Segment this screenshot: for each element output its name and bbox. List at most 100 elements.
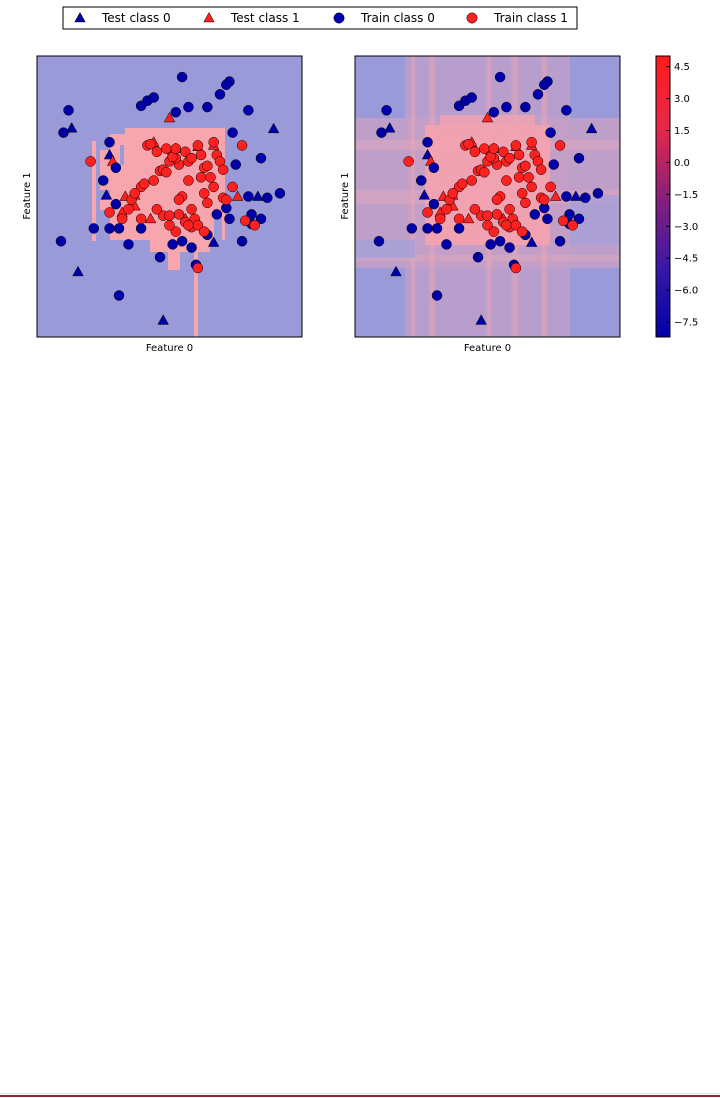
data-point-circle [520, 101, 531, 113]
data-point-circle [428, 162, 440, 174]
data-point-triangle [65, 122, 78, 133]
data-point-circle [135, 213, 147, 225]
data-point-circle [262, 192, 273, 204]
data-point-triangle [418, 189, 431, 200]
data-point-circle [510, 140, 522, 151]
data-point-circle [526, 136, 537, 148]
data-point-circle [485, 239, 496, 250]
data-point-circle [110, 198, 122, 210]
data-point-circle [466, 175, 477, 186]
data-point-circle [376, 127, 387, 138]
data-point-circle [539, 79, 550, 90]
data-point-circle [230, 159, 241, 170]
data-point-circle [428, 198, 440, 210]
data-point-circle [510, 262, 522, 274]
data-point-circle [504, 242, 515, 253]
data-point-circle [173, 194, 185, 205]
data-point-circle [494, 235, 506, 247]
data-point-circle [510, 219, 522, 231]
colorbar-tick-label: −3.0 [674, 222, 698, 233]
legend-label: Test class 1 [230, 11, 300, 25]
region-class1 [194, 250, 198, 337]
function-band-horizontal [355, 255, 620, 261]
left-axes-frame [36, 55, 303, 338]
legend-marker-triangle-icon [203, 11, 215, 23]
data-point-circle [422, 207, 433, 218]
left-x-axis-label: Feature 0 [146, 343, 193, 354]
data-point-circle [469, 146, 481, 158]
data-point-circle [180, 146, 191, 158]
region-class0 [120, 145, 124, 165]
data-point-circle [498, 146, 509, 158]
region-class1 [125, 128, 225, 136]
data-point-circle [151, 146, 163, 158]
data-point-circle [453, 223, 465, 234]
function-band-vertical [410, 56, 416, 337]
data-point-circle [557, 215, 569, 227]
data-point-circle [161, 166, 172, 178]
data-point-circle [202, 160, 213, 172]
data-point-circle [545, 181, 556, 193]
data-point-circle [422, 223, 433, 234]
data-point-circle [457, 178, 468, 189]
data-point-circle [535, 164, 547, 175]
data-point-circle [192, 262, 204, 274]
data-point-circle [255, 152, 267, 164]
colorbar-tick-label: 4.5 [674, 62, 690, 73]
data-point-circle [491, 194, 503, 205]
data-point-circle [472, 251, 484, 263]
left-plot: Feature 0 Feature 1 [22, 55, 303, 354]
right-x-axis-label: Feature 0 [464, 343, 511, 354]
data-point-circle [198, 226, 210, 237]
colorbar: 4.5 3.0 1.5 0.0 −1.5 −3.0 −4.5 −6.0 −7.5 [655, 55, 698, 338]
data-point-circle [198, 188, 210, 199]
data-point-circle [104, 207, 115, 218]
region-class1 [92, 141, 96, 241]
legend-label: Train class 0 [360, 11, 435, 25]
data-point-circle [548, 159, 559, 170]
data-point-circle [447, 188, 459, 199]
colorbar-gradient [655, 55, 671, 338]
data-point-circle [183, 175, 194, 186]
data-point-circle [501, 219, 512, 231]
data-point-circle [482, 219, 493, 231]
data-point-triangle [390, 265, 402, 277]
data-point-circle [129, 188, 141, 199]
data-point-circle [255, 213, 267, 225]
data-point-circle [139, 178, 150, 189]
data-point-circle [554, 140, 566, 151]
data-point-circle [249, 219, 260, 231]
data-point-triangle [462, 212, 475, 224]
data-point-triangle [481, 111, 494, 123]
data-point-circle [513, 172, 525, 183]
right-axes-frame [354, 55, 621, 338]
legend-marker-triangle-icon [74, 11, 86, 23]
data-point-circle [463, 138, 474, 150]
region-class0 [214, 212, 222, 240]
data-point-triangle [252, 190, 264, 201]
data-point-circle [532, 89, 544, 100]
data-point-circle [208, 136, 219, 148]
data-point-triangle [207, 236, 220, 247]
data-point-circle [236, 235, 248, 247]
data-point-circle [58, 127, 69, 138]
data-point-circle [211, 209, 223, 220]
data-point-circle [488, 226, 500, 237]
data-point-circle [227, 181, 238, 193]
data-point-circle [520, 160, 531, 172]
data-point-circle [164, 210, 175, 221]
data-point-circle [170, 106, 182, 118]
data-point-circle [227, 127, 238, 138]
data-point-triangle [549, 190, 562, 201]
data-point-circle [523, 172, 534, 183]
data-point-circle [167, 239, 178, 250]
data-point-circle [221, 194, 232, 205]
data-point-circle [573, 213, 585, 225]
data-point-circle [422, 136, 433, 148]
data-point-circle [176, 235, 188, 247]
colorbar-tick-label: −1.5 [674, 190, 698, 201]
data-point-circle [208, 181, 219, 193]
data-point-triangle [72, 265, 84, 277]
data-point-circle [373, 235, 385, 247]
